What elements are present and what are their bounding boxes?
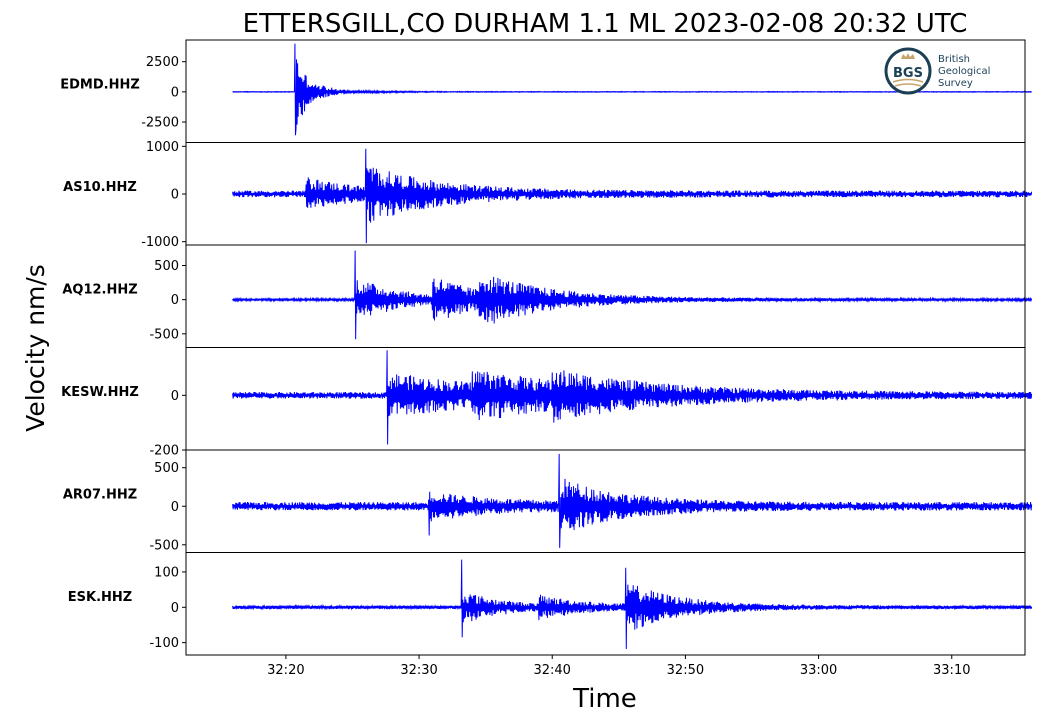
bgs-logo: BGS British Geological Survey [884, 47, 990, 95]
x-tick-label: 32:20 [267, 663, 304, 678]
panel-aq12-hhz: 500 0 -500 AQ12.HHZ [62, 244, 1033, 348]
y-tick-label: -2500 [141, 116, 179, 131]
x-tick-label: 32:40 [533, 663, 570, 678]
panel-as10-hhz: 1000 0 -1000 AS10.HHZ [63, 140, 1033, 250]
x-tick-label: 32:50 [667, 663, 704, 678]
y-tick-label: 1000 [146, 140, 179, 155]
station-label: KESW.HHZ [61, 385, 139, 400]
x-axis: 32:20 32:30 32:40 32:50 33:00 33:10 [267, 655, 970, 678]
panel-ar07-hhz: 500 0 -500 AR07.HHZ [63, 449, 1033, 553]
bgs-logo-strata-icon [892, 78, 924, 87]
y-tick-label: -100 [149, 636, 179, 651]
x-axis-label: Time [572, 684, 637, 714]
waveform-trace [232, 453, 1033, 548]
station-label: AQ12.HHZ [62, 282, 137, 297]
bgs-logo-crown-icon [901, 53, 915, 59]
bgs-logo-line-2: Geological [938, 66, 990, 77]
station-label: ESK.HHZ [68, 590, 132, 605]
y-tick-label: -500 [149, 538, 179, 553]
y-tick-label: -1000 [141, 235, 179, 250]
bgs-logo-ring [884, 47, 932, 95]
panels: 25000-2500EDMD.HHZ10000-1000AS10.HHZ5000… [60, 39, 1033, 656]
y-tick-label: 500 [154, 461, 179, 476]
chart-title: ETTERSGILL,CO DURHAM 1.1 ML 2023-02-08 2… [243, 9, 968, 39]
panel-esk-hhz: 100 0 -100 ESK.HHZ [68, 552, 1033, 656]
waveform-trace [232, 148, 1033, 244]
waveform-trace [232, 559, 1033, 649]
waveform-trace [232, 250, 1033, 340]
y-tick-label: -200 [149, 444, 179, 459]
y-tick-label: 0 [171, 85, 179, 100]
y-tick-label: 0 [171, 293, 179, 308]
x-tick-label: 32:30 [400, 663, 437, 678]
bgs-logo-line-1: British [938, 54, 970, 65]
bgs-logo-badge: BGS [893, 66, 923, 81]
panel-kesw-hhz: 0 -200 KESW.HHZ [61, 347, 1033, 459]
y-tick-label: 500 [154, 259, 179, 274]
waveform-trace [232, 350, 1033, 445]
y-tick-label: 100 [154, 565, 179, 580]
station-label: AR07.HHZ [63, 487, 137, 502]
panel-frame [185, 552, 1026, 656]
panel-frame [185, 244, 1026, 348]
y-tick-label: 0 [171, 187, 179, 202]
panel-edmd-hhz: 2500 0 -2500 EDMD.HHZ [60, 39, 1033, 143]
x-tick-label: 33:00 [800, 663, 837, 678]
x-tick-label: 33:10 [933, 663, 970, 678]
y-tick-label: 2500 [146, 55, 179, 70]
y-axis-label: Velocity nm/s [21, 264, 50, 432]
y-tick-label: 0 [171, 389, 179, 404]
station-label: AS10.HHZ [63, 180, 137, 195]
y-tick-label: 0 [171, 601, 179, 616]
station-label: EDMD.HHZ [60, 77, 140, 92]
y-tick-label: -500 [149, 327, 179, 342]
bgs-logo-line-3: Survey [938, 78, 973, 89]
y-tick-label: 0 [171, 500, 179, 515]
